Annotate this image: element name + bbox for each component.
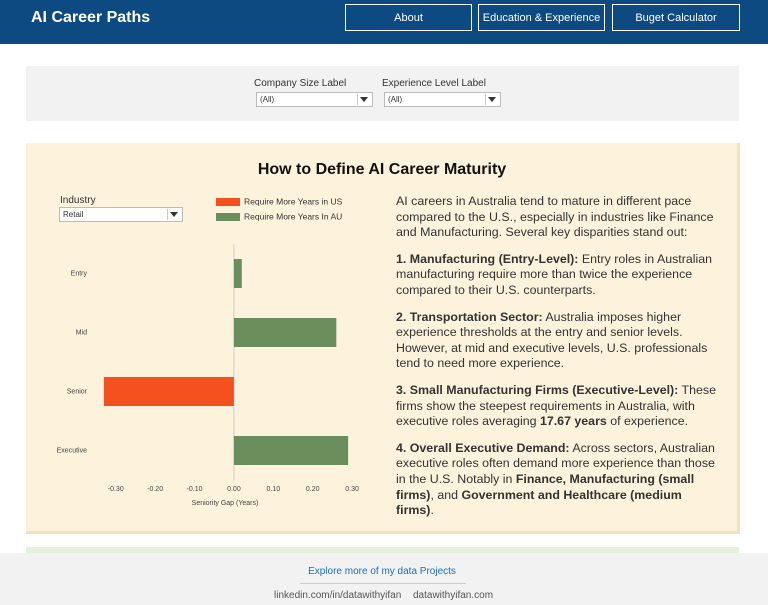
x-tick-label: -0.30 — [108, 486, 124, 493]
text: These firms show the steepest requiremen… — [396, 382, 716, 429]
bar — [233, 318, 337, 347]
footer-link[interactable]: Explore more of my data Projects — [308, 566, 456, 577]
divider — [300, 583, 466, 584]
bar — [233, 436, 349, 465]
x-axis-title: Seniority Gap (Years) — [192, 500, 259, 507]
dropdown-value: (All) — [388, 95, 403, 104]
paragraph: 1. Manufacturing (Entry-Level): Entry ro… — [396, 252, 718, 299]
x-tick-label: 0.30 — [345, 486, 359, 493]
y-tick-label: Mid — [76, 329, 87, 336]
text: AI careers in Australia tend to mature i… — [396, 194, 714, 240]
bold-text: 17.67 years — [539, 414, 607, 429]
footer-link[interactable]: linkedin.com/in/datawithyifan — [274, 590, 402, 601]
paragraph: 2. Transportation Sector: Australia impo… — [396, 310, 718, 372]
nav-button[interactable]: Education & Experience — [478, 4, 605, 31]
x-tick-label: -0.20 — [147, 486, 163, 493]
dropdown[interactable]: (All) — [384, 92, 501, 107]
legend-swatch — [216, 213, 240, 221]
y-tick-label: Entry — [71, 270, 88, 277]
text: of experience. — [606, 414, 689, 429]
text: Entry roles in Australian manufacturing … — [396, 251, 713, 297]
bold-text: 2. Transportation Sector: — [396, 309, 543, 324]
y-tick-label: Executive — [57, 447, 87, 454]
bold-text: Government and Healthcare (medium firms) — [396, 487, 682, 518]
legend-swatch — [216, 198, 240, 206]
text: . — [430, 503, 434, 518]
text: Across sectors, Australian executive rol… — [396, 440, 715, 486]
nav-button[interactable]: Buget Calculator — [612, 4, 740, 31]
nav-button[interactable]: About — [345, 4, 472, 31]
bold-text: Finance, Manufacturing (small firms) — [396, 471, 695, 502]
section-strip — [26, 547, 739, 553]
industry-label: Industry — [60, 195, 96, 206]
panel-title: How to Define AI Career Maturity — [257, 161, 507, 178]
paragraph: AI careers in Australia tend to mature i… — [396, 194, 718, 241]
dropdown[interactable]: (All) — [256, 92, 373, 107]
dropdown-value: (All) — [260, 95, 275, 104]
bold-text: 4. Overall Executive Demand: — [396, 440, 570, 455]
paragraph: 3. Small Manufacturing Firms (Executive-… — [396, 383, 718, 430]
filter-bar — [26, 66, 739, 121]
bar — [233, 259, 242, 288]
footer — [0, 553, 768, 605]
x-tick-label: 0.00 — [227, 486, 241, 493]
dropdown-value: Retail — [63, 210, 84, 219]
bar — [103, 377, 234, 406]
bold-text: 3. Small Manufacturing Firms (Executive-… — [396, 382, 679, 397]
filter-label: Experience Level Label — [382, 78, 486, 89]
filter-label: Company Size Label — [254, 78, 347, 89]
header — [0, 0, 768, 44]
legend-label: Require More Years in US — [244, 196, 343, 206]
legend-label: Require More Years In AU — [244, 211, 342, 221]
text: Australia imposes higher experience thre… — [396, 309, 708, 371]
x-tick-label: 0.20 — [306, 486, 320, 493]
paragraph: 4. Overall Executive Demand: Across sect… — [396, 441, 718, 519]
site-title: AI Career Paths — [31, 9, 151, 26]
x-tick-label: -0.10 — [187, 486, 203, 493]
dropdown[interactable]: Retail — [59, 207, 183, 222]
description: AI careers in Australia tend to mature i… — [396, 194, 718, 530]
y-tick-label: Senior — [67, 388, 88, 395]
x-tick-label: 0.10 — [266, 486, 280, 493]
text: , and — [430, 487, 462, 502]
footer-link[interactable]: datawithyifan.com — [413, 590, 494, 601]
bold-text: 1. Manufacturing (Entry-Level): — [396, 251, 579, 266]
